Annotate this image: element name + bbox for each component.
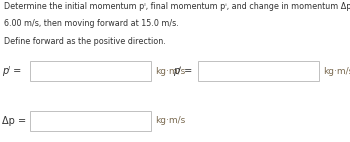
Text: Determine the initial momentum pᴵ, final momentum pⁱ, and change in momentum Δp : Determine the initial momentum pᴵ, final… [4,2,350,11]
Text: kg·m/s: kg·m/s [323,66,350,76]
FancyBboxPatch shape [198,61,318,81]
Text: kg·m/s: kg·m/s [155,116,185,125]
Text: Δp =: Δp = [2,116,26,126]
FancyBboxPatch shape [30,111,150,131]
Text: kg·m/s: kg·m/s [155,66,185,76]
Text: 6.00 m/s, then moving forward at 15.0 m/s.: 6.00 m/s, then moving forward at 15.0 m/… [4,19,179,28]
Text: pᴵ =: pᴵ = [2,66,21,76]
FancyBboxPatch shape [30,61,150,81]
Text: Define forward as the positive direction.: Define forward as the positive direction… [4,37,166,46]
Text: pⁱ =: pⁱ = [173,66,193,76]
